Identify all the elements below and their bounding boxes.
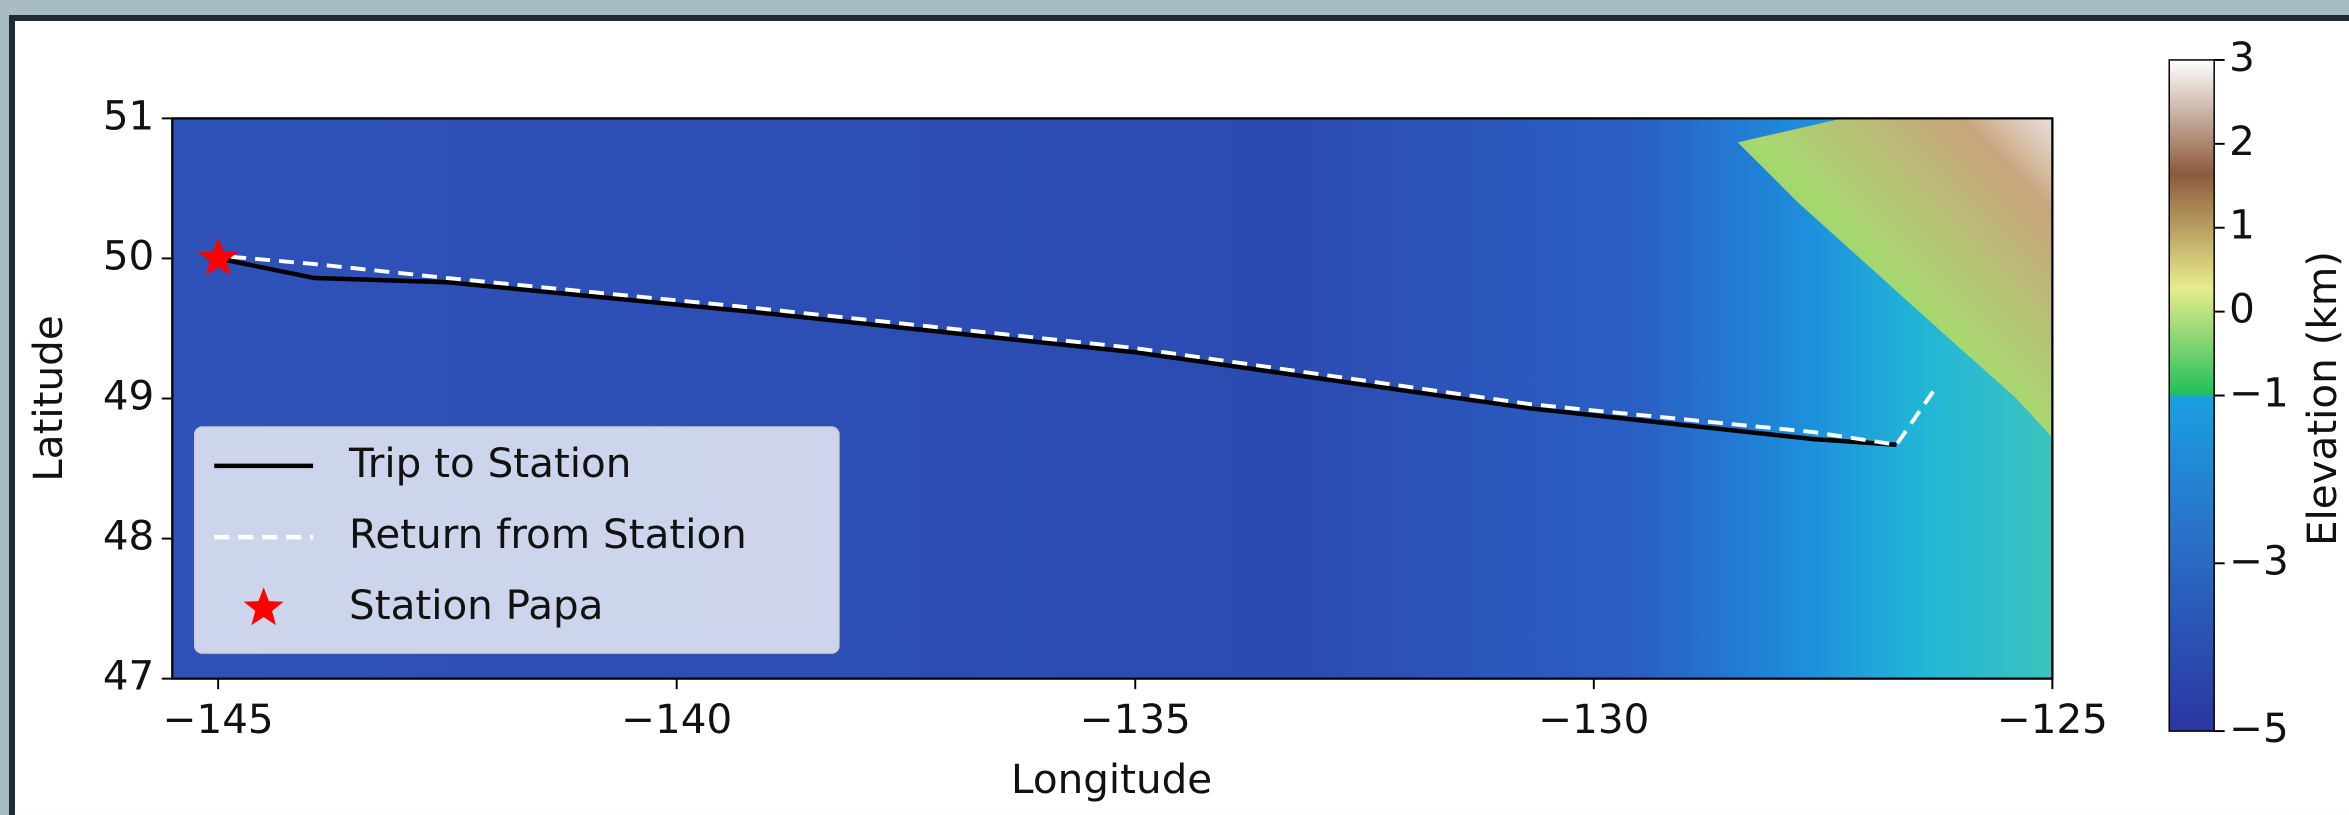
colorbar-label: Elevation (km) — [2298, 251, 2346, 546]
y-tick-label: 47 — [103, 652, 154, 700]
colorbar — [2169, 60, 2214, 731]
x-tick-label: −125 — [1997, 695, 2108, 743]
legend-label: Trip to Station — [348, 439, 631, 487]
x-tick-label: −135 — [1080, 695, 1191, 743]
legend: Trip to Station Return from Station Statio… — [195, 427, 839, 653]
x-tick-label: −130 — [1538, 695, 1649, 743]
colorbar-tick-label: −1 — [2229, 369, 2289, 417]
colorbar-tick-label: −3 — [2229, 536, 2289, 584]
y-tick-label: 49 — [103, 372, 154, 420]
page: {"chart_data": { "type": "map", "xlabel"… — [0, 0, 2349, 815]
y-tick-label: 51 — [103, 91, 154, 139]
y-tick-label: 48 — [103, 512, 154, 560]
y-axis-label: Latitude — [24, 315, 72, 481]
colorbar-tick-label: 0 — [2229, 285, 2255, 333]
colorbar-tick-label: −5 — [2229, 704, 2289, 752]
x-tick-label: −145 — [163, 695, 274, 743]
x-tick-label: −140 — [621, 695, 732, 743]
x-axis-label: Longitude — [1011, 755, 1212, 803]
legend-label: Return from Station — [349, 510, 747, 558]
chart: Longitude Latitude Elevation (km) −145 −1… — [0, 0, 2349, 815]
colorbar-tick-label: 1 — [2229, 201, 2255, 249]
colorbar-tick-label: 2 — [2229, 117, 2255, 165]
y-tick-label: 50 — [103, 231, 154, 279]
legend-label: Station Papa — [349, 581, 603, 629]
colorbar-tick-label: 3 — [2229, 33, 2255, 81]
